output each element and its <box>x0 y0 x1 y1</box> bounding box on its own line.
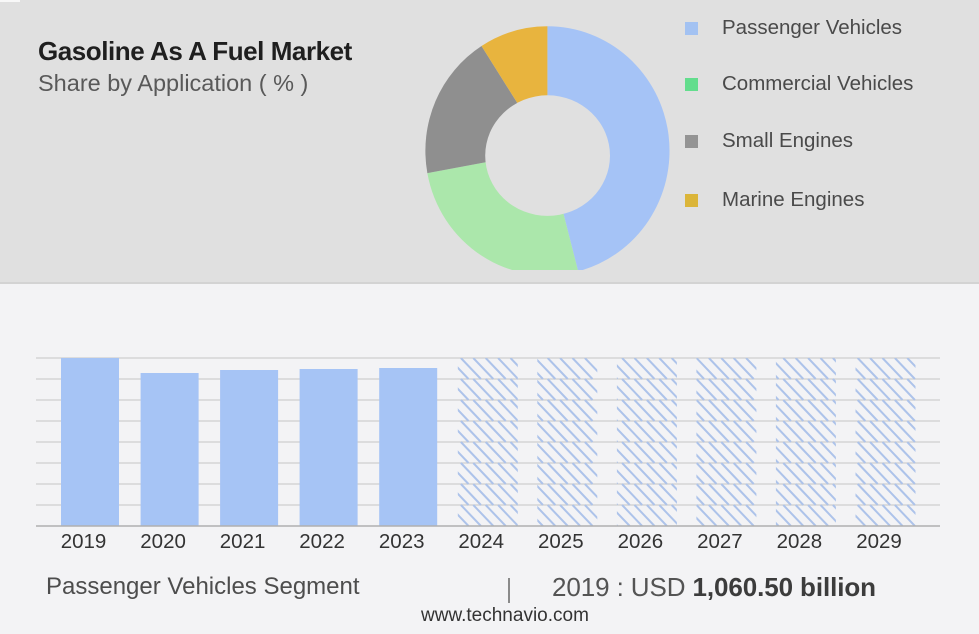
svg-text:2025: 2025 <box>538 530 584 553</box>
svg-text:2020: 2020 <box>140 530 186 553</box>
svg-text:2029: 2029 <box>856 530 902 553</box>
svg-text:2024: 2024 <box>458 530 504 553</box>
svg-text:2022: 2022 <box>299 530 345 553</box>
svg-text:2028: 2028 <box>777 530 823 553</box>
svg-text:2019: 2019 <box>61 530 107 553</box>
svg-text:2023: 2023 <box>379 530 425 553</box>
svg-text:2026: 2026 <box>618 530 664 553</box>
svg-text:2021: 2021 <box>220 530 266 553</box>
svg-text:2027: 2027 <box>697 530 743 553</box>
